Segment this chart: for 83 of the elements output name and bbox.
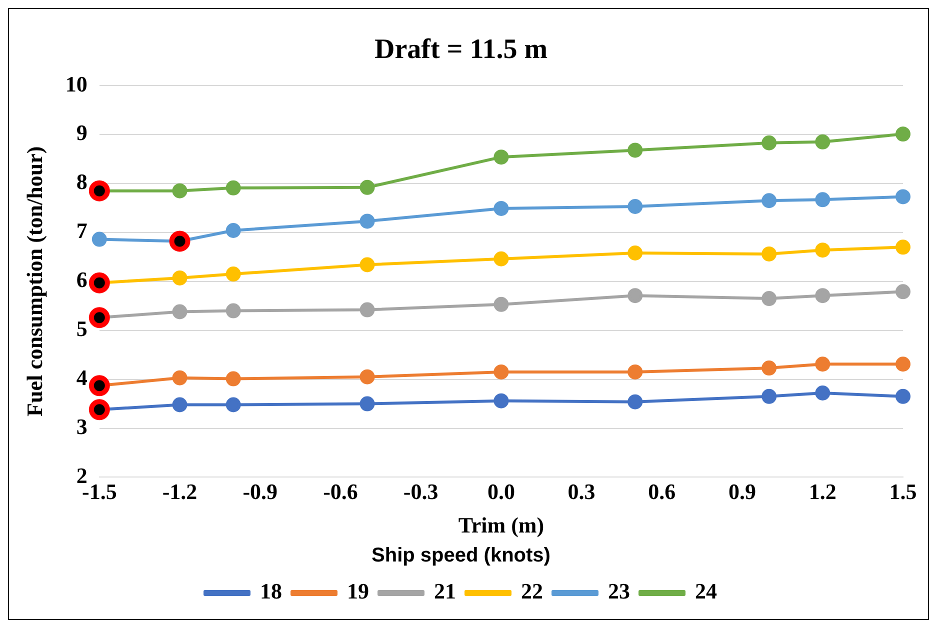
legend-label: 19 [347, 578, 369, 604]
legend-label: 22 [521, 578, 543, 604]
x-tick-label: 0.3 [568, 479, 596, 504]
point [628, 394, 643, 410]
x-tick-label: 0.9 [728, 479, 756, 504]
point [172, 270, 188, 286]
point [494, 296, 509, 312]
point [88, 272, 110, 294]
y-tick-label: 3 [76, 414, 88, 439]
point [896, 388, 910, 404]
legend-label: 23 [608, 578, 630, 604]
point [494, 150, 509, 165]
point [226, 222, 241, 238]
point [762, 388, 777, 404]
x-tick-label: 0.6 [648, 479, 676, 504]
legend-label: 21 [434, 578, 456, 604]
legend-title: Ship speed (knots) [372, 544, 550, 567]
point [628, 199, 643, 214]
point [172, 370, 188, 386]
x-tick-label: -0.9 [242, 479, 278, 504]
y-tick-label: 2 [76, 462, 88, 488]
point [169, 230, 190, 252]
point [815, 288, 830, 304]
point [92, 232, 107, 247]
point [896, 356, 910, 372]
legend-label: 24 [695, 578, 717, 604]
point [762, 246, 777, 262]
point [815, 134, 830, 150]
point [494, 251, 509, 266]
x-tick-label: -0.6 [323, 479, 358, 504]
point [360, 214, 375, 229]
point [226, 266, 241, 282]
point [172, 397, 188, 412]
y-tick-label: 5 [76, 316, 88, 342]
point [226, 397, 241, 412]
y-axis-title: Fuel consumption (ton/hour) [22, 146, 47, 416]
point [360, 180, 375, 195]
x-axis-title: Trim (m) [458, 512, 544, 538]
point [815, 192, 830, 208]
x-tick-label: 0.0 [487, 479, 515, 504]
point [762, 360, 777, 376]
point [494, 364, 509, 380]
legend-label: 18 [260, 578, 282, 604]
y-tick-label: 6 [76, 267, 88, 292]
point [762, 135, 777, 150]
point [762, 291, 777, 306]
point [226, 180, 241, 196]
point [360, 302, 375, 318]
y-tick-label: 7 [76, 218, 88, 244]
x-tick-label: 1.2 [808, 479, 836, 504]
point [896, 284, 910, 300]
point [896, 126, 910, 142]
point [88, 180, 110, 202]
point [494, 200, 509, 216]
point [360, 257, 375, 272]
point [628, 142, 643, 158]
point [815, 356, 830, 372]
point [815, 242, 830, 258]
point [815, 386, 830, 401]
point [762, 193, 777, 208]
point [172, 304, 188, 320]
point [494, 393, 509, 408]
y-tick-label: 8 [76, 169, 88, 194]
point [88, 399, 110, 420]
x-tick-label: -1.2 [162, 479, 198, 504]
y-tick-label: 4 [76, 364, 88, 390]
chart-title: Draft = 11.5 m [374, 34, 548, 66]
point [226, 303, 241, 318]
y-tick-label: 10 [65, 71, 88, 96]
point [628, 246, 643, 261]
point [88, 375, 110, 396]
x-tick-label: -0.3 [403, 479, 438, 504]
point [896, 240, 910, 255]
point [628, 288, 643, 304]
point [226, 371, 241, 386]
point [88, 307, 110, 328]
point [896, 189, 910, 204]
point [628, 364, 643, 380]
x-tick-label: 1.5 [889, 479, 917, 504]
point [360, 396, 375, 412]
point [360, 369, 375, 384]
point [172, 183, 188, 198]
y-tick-label: 9 [76, 120, 88, 146]
